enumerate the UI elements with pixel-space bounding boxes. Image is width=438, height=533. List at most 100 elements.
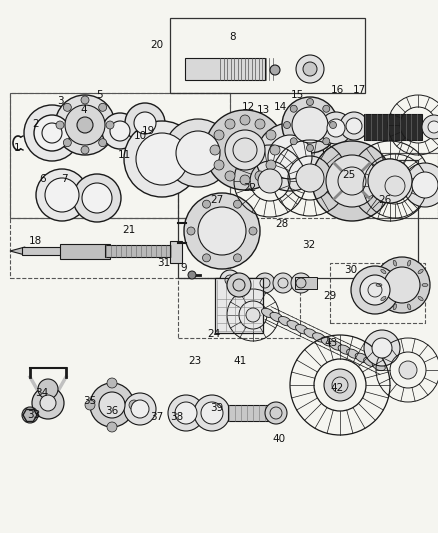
Circle shape [99,103,107,111]
Circle shape [90,383,134,427]
Text: 29: 29 [323,292,336,301]
Bar [215,278,263,333]
Bar [170,18,365,93]
Circle shape [258,169,282,193]
Circle shape [324,369,356,401]
Circle shape [282,97,338,153]
Circle shape [249,227,257,235]
Circle shape [368,159,412,203]
Text: 39: 39 [210,403,223,413]
Circle shape [265,402,287,424]
Ellipse shape [261,308,275,318]
Circle shape [346,118,362,134]
Circle shape [131,400,149,418]
Circle shape [99,392,125,418]
Bar [105,245,175,257]
Text: 10: 10 [134,132,147,141]
Circle shape [327,119,345,137]
Circle shape [296,55,324,83]
Circle shape [412,172,438,198]
Circle shape [176,131,220,175]
Circle shape [290,138,297,145]
Circle shape [22,407,38,423]
Text: 20: 20 [150,40,163,50]
Circle shape [233,254,241,262]
Circle shape [107,378,117,388]
Circle shape [399,361,417,379]
Text: 23: 23 [188,357,201,366]
Circle shape [129,400,139,410]
Bar [228,405,278,421]
Text: 2: 2 [32,119,39,128]
Ellipse shape [381,296,386,301]
Circle shape [360,275,390,305]
Circle shape [102,113,138,149]
Text: 43: 43 [325,338,338,348]
Circle shape [291,273,311,293]
Circle shape [384,267,420,303]
Text: 7: 7 [61,174,68,184]
Circle shape [296,164,324,192]
Text: 17: 17 [353,85,366,94]
Circle shape [323,105,330,112]
Circle shape [255,273,275,293]
Ellipse shape [372,361,385,370]
Ellipse shape [393,260,396,266]
Ellipse shape [304,329,317,338]
Circle shape [428,121,438,133]
Text: 26: 26 [378,196,391,205]
Bar [60,244,110,259]
Text: 38: 38 [170,412,184,422]
Circle shape [77,117,93,133]
Text: 40: 40 [273,434,286,444]
Text: 8: 8 [229,33,236,42]
Circle shape [202,200,211,208]
Text: 34: 34 [35,389,49,398]
Text: 35: 35 [83,396,96,406]
Ellipse shape [381,269,386,273]
Circle shape [99,139,107,147]
Circle shape [273,273,293,293]
Text: 41: 41 [233,357,247,366]
Text: 1: 1 [14,143,21,153]
Circle shape [168,395,204,431]
Circle shape [351,266,399,314]
Circle shape [56,121,64,129]
Circle shape [385,176,405,196]
Circle shape [188,271,196,279]
Circle shape [374,257,430,313]
Circle shape [270,145,280,155]
Circle shape [81,146,89,154]
Bar [364,114,422,140]
Circle shape [240,175,250,185]
Ellipse shape [279,317,292,326]
Ellipse shape [407,304,411,310]
Circle shape [187,227,195,235]
Text: 18: 18 [29,236,42,246]
Ellipse shape [376,284,382,287]
Text: 32: 32 [303,240,316,250]
Circle shape [124,393,156,425]
Text: 19: 19 [141,126,155,136]
Circle shape [45,178,79,212]
Circle shape [210,145,220,155]
Text: 16: 16 [331,85,344,94]
Polygon shape [10,247,25,255]
Circle shape [36,169,88,221]
Circle shape [255,119,265,129]
Text: 5: 5 [96,90,103,100]
Circle shape [225,119,235,129]
Circle shape [270,65,280,75]
Text: 21: 21 [123,225,136,235]
Circle shape [268,135,312,179]
Circle shape [307,144,314,151]
Circle shape [202,254,211,262]
Circle shape [184,193,260,269]
Circle shape [266,160,276,170]
Circle shape [214,130,224,140]
Circle shape [246,308,260,322]
Circle shape [225,130,265,170]
Ellipse shape [287,320,300,330]
Ellipse shape [418,296,423,301]
Circle shape [40,395,56,411]
